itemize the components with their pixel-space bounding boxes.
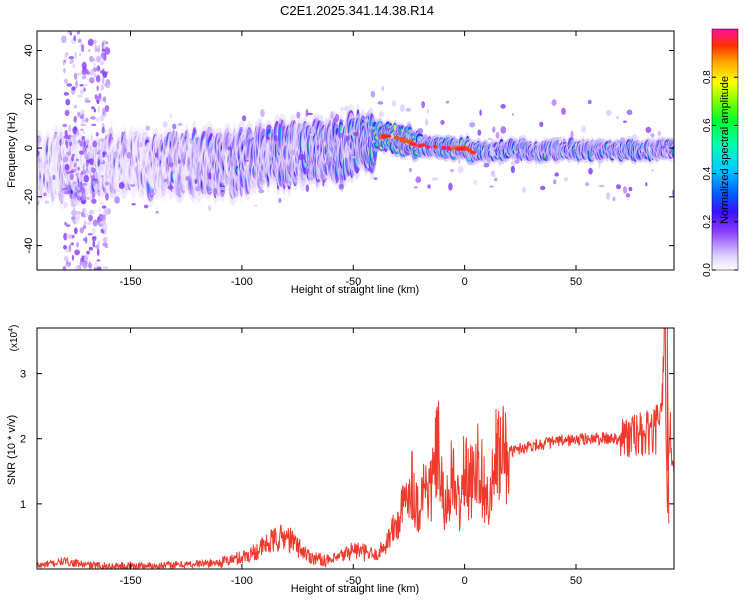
spectrogram-cells xyxy=(37,31,674,270)
figure-title: C2E1.2025.341.14.38.R14 xyxy=(280,3,434,18)
